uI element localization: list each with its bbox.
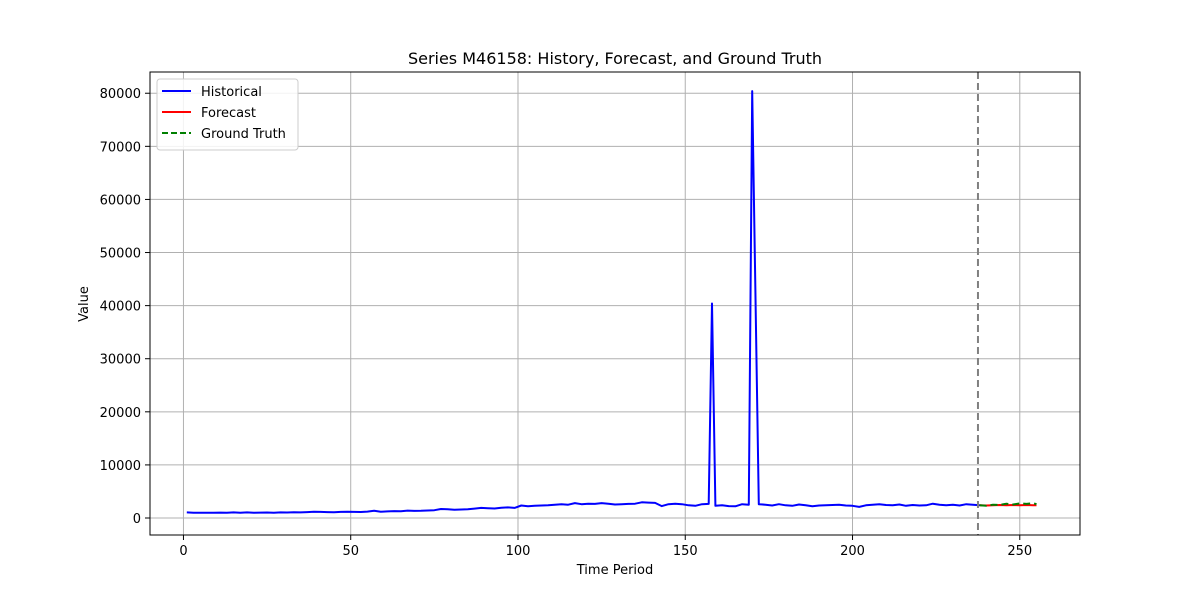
series-line-forecast <box>979 504 1037 507</box>
series-line-historical <box>186 90 980 514</box>
y-tick-label: 0 <box>133 512 141 527</box>
y-tick-label: 80000 <box>100 87 141 102</box>
y-tick-label: 60000 <box>100 193 141 208</box>
y-tick-label: 20000 <box>100 406 141 421</box>
x-tick-label: 0 <box>179 544 187 559</box>
grid-lines <box>150 72 1080 535</box>
x-tick-label: 50 <box>342 544 359 559</box>
series-group <box>186 90 1037 514</box>
legend-box <box>156 78 299 151</box>
plot-frame <box>149 71 1081 536</box>
x-axis-ticks: 0 50 100 150 200 250 <box>179 535 1032 559</box>
x-tick-label: 250 <box>1007 544 1032 559</box>
series-line-ground-truth <box>979 502 1037 507</box>
legend-label: Historical <box>201 85 262 100</box>
y-tick-label: 30000 <box>100 353 141 368</box>
legend-label: Ground Truth <box>201 127 286 142</box>
y-tick-label: 40000 <box>100 300 141 315</box>
legend: Historical Forecast Ground Truth <box>156 78 299 151</box>
chart-title: Series M46158: History, Forecast, and Gr… <box>408 49 822 68</box>
y-axis-ticks: 0 10000 20000 30000 40000 50000 60000 70000 8000… <box>100 87 150 527</box>
x-tick-label: 200 <box>840 544 865 559</box>
y-tick-label: 10000 <box>100 459 141 474</box>
x-tick-label: 100 <box>506 544 531 559</box>
y-tick-label: 50000 <box>100 247 141 262</box>
x-tick-label: 150 <box>673 544 698 559</box>
y-tick-label: 70000 <box>100 140 141 155</box>
x-axis-label: Time Period <box>576 563 653 578</box>
y-axis-label: Value <box>77 286 92 322</box>
legend-label: Forecast <box>201 106 256 121</box>
